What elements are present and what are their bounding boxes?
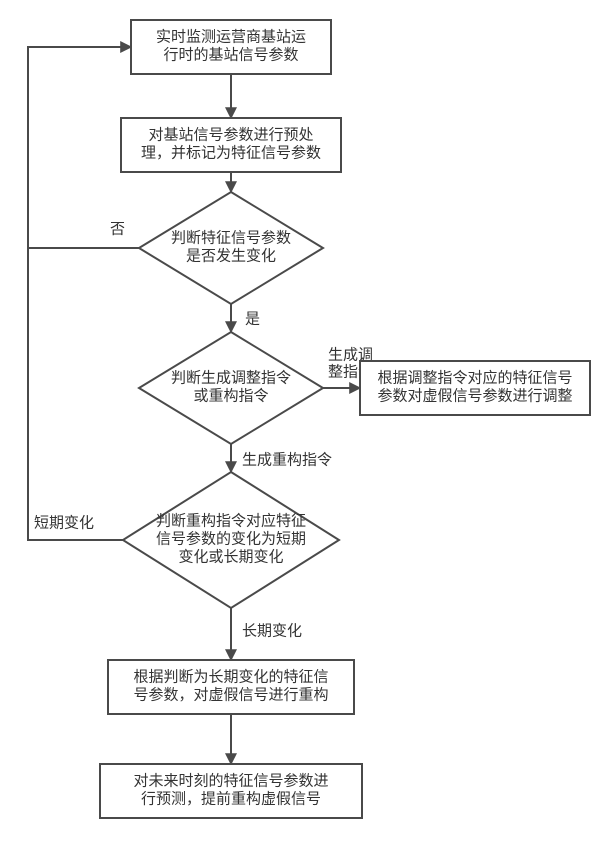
node-text-n2-l0: 对基站信号参数进行预处 [148,126,313,143]
edge-label-e_short: 短期变化 [34,514,94,531]
node-text-n6-l2: 变化或长期变化 [178,548,283,565]
node-text-n3-l1: 是否发生变化 [186,247,276,264]
node-text-n4-l0: 判断生成调整指令 [171,369,291,386]
edge-label-e4: 生成重构指令 [242,451,332,468]
flowchart-container: 是否生成重构指令生成调整指令长期变化短期变化实时监测运营商基站运行时的基站信号参… [0,0,598,844]
node-text-n8-l1: 行预测，提前重构虚假信号 [141,790,321,807]
node-text-n6-l0: 判断重构指令对应特征 [156,511,306,529]
node-text-n5-l1: 参数对虚假信号参数进行调整 [377,387,572,404]
node-text-n7-l1: 号参数，对虚假信号进行重构 [133,686,328,703]
node-text-n4-l1: 或重构指令 [193,387,268,404]
node-text-n7-l0: 根据判断为长期变化的特征信 [133,668,328,685]
node-text-n1-l1: 行时的基站信号参数 [163,46,298,63]
node-text-n6-l1: 信号参数的变化为短期 [156,530,306,547]
node-text-n5-l0: 根据调整指令对应的特征信号 [377,368,572,386]
edge-label-e_no: 否 [110,221,125,237]
node-text-n1-l0: 实时监测运营商基站运 [156,28,306,45]
node-text-n3-l0: 判断特征信号参数 [171,229,291,246]
edge-e_short [28,47,123,540]
edge-label-e3: 是 [245,311,260,327]
edge-label-e5: 长期变化 [242,622,302,639]
flowchart-svg: 是否生成重构指令生成调整指令长期变化短期变化实时监测运营商基站运行时的基站信号参… [0,0,598,844]
node-text-n8-l0: 对未来时刻的特征信号参数进 [133,772,328,789]
node-text-n2-l1: 理，并标记为特征信号参数 [141,144,321,161]
